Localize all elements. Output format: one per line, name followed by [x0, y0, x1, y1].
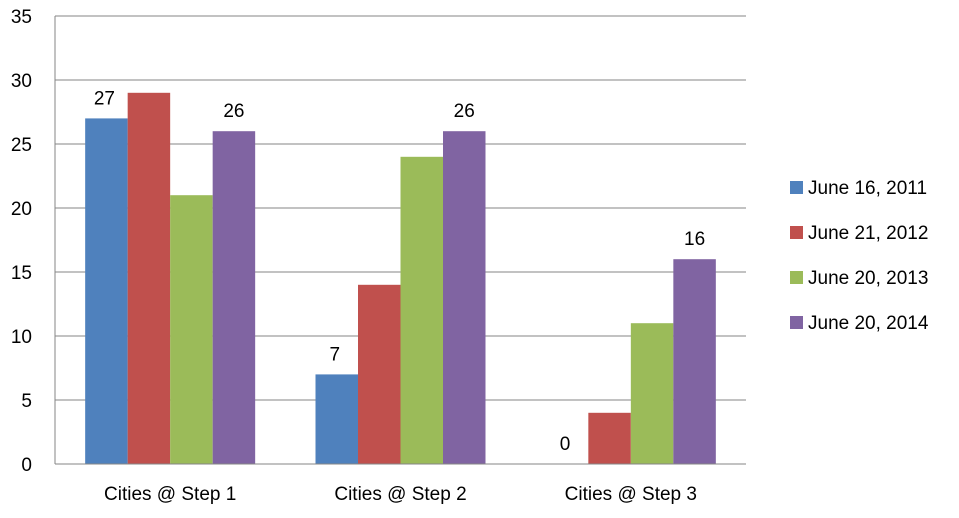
bar [127, 92, 171, 465]
data-label: 26 [223, 101, 244, 122]
bar [358, 284, 401, 464]
data-label: 26 [454, 101, 475, 122]
bar [85, 118, 128, 465]
legend-label: June 20, 2014 [808, 313, 929, 334]
bar [443, 131, 486, 464]
data-label: 0 [560, 434, 571, 455]
legend: June 16, 2011 June 21, 2012 June 20, 2013 J… [790, 178, 929, 334]
bar [588, 412, 631, 464]
y-tick-label: 35 [11, 7, 32, 28]
bar [400, 156, 443, 465]
y-tick-label: 15 [11, 263, 32, 284]
legend-swatch [790, 316, 803, 329]
bar [673, 259, 716, 464]
legend-label: June 20, 2013 [808, 268, 928, 289]
y-tick-label: 10 [11, 327, 32, 348]
y-tick-label: 5 [21, 391, 32, 412]
bar [170, 195, 213, 464]
x-tick-label: Cities @ Step 1 [104, 484, 236, 505]
legend-swatch [790, 181, 803, 194]
bars [85, 92, 716, 465]
axes: 0 5 10 15 20 25 30 35 Cities @ Step 1 Cities @ St… [11, 7, 746, 505]
data-labels: 27 26 7 26 0 16 [94, 88, 705, 455]
y-tick-label: 20 [11, 199, 32, 220]
y-tick-label: 25 [11, 135, 32, 156]
x-tick-label: Cities @ Step 2 [334, 484, 466, 505]
legend-label: June 16, 2011 [808, 178, 927, 199]
bar [315, 374, 358, 464]
legend-swatch [790, 271, 803, 284]
data-label: 16 [684, 229, 705, 250]
x-tick-label: Cities @ Step 3 [565, 484, 697, 505]
data-label: 7 [329, 344, 340, 365]
data-label: 27 [94, 88, 115, 109]
bar [630, 323, 674, 464]
bar [212, 131, 256, 464]
y-tick-label: 0 [21, 455, 32, 476]
y-tick-label: 30 [11, 71, 32, 92]
legend-swatch [790, 226, 803, 239]
legend-label: June 21, 2012 [808, 223, 928, 244]
